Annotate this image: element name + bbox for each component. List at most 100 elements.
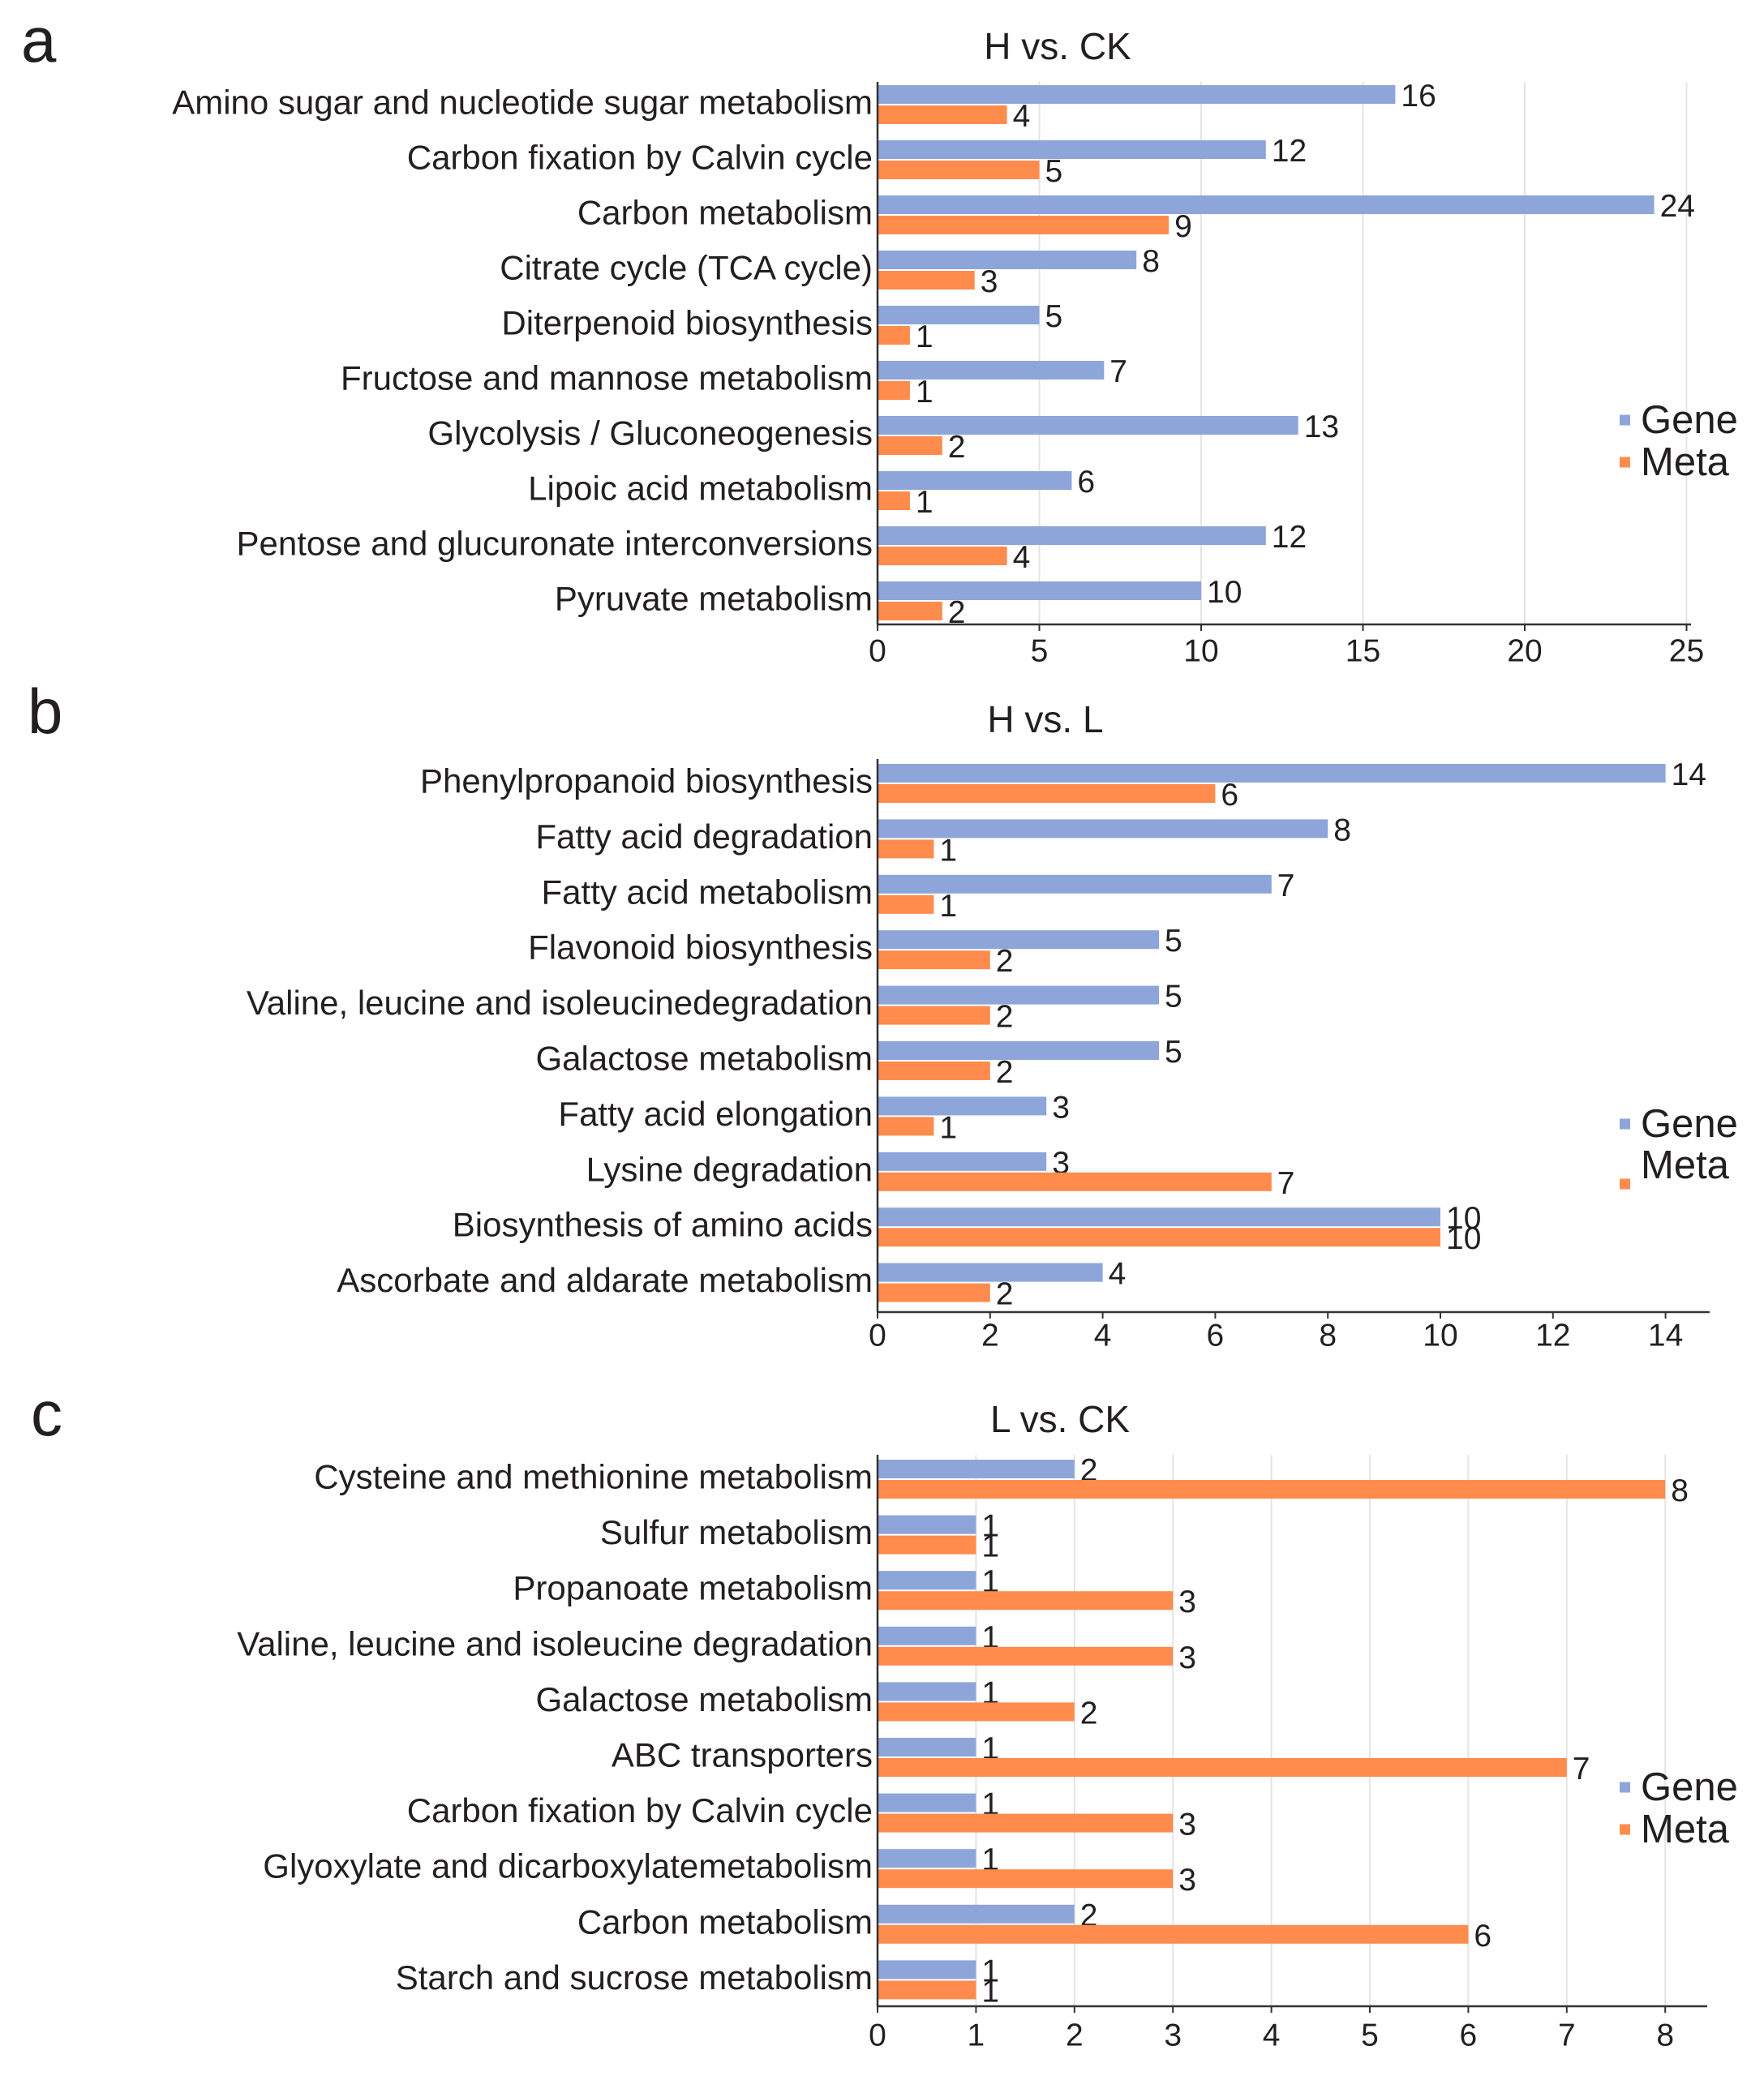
value-label-meta-c-8: 6 <box>1474 1919 1491 1954</box>
chart-panel-c: Cysteine and methionine metabolism 2 8 Sulf… <box>31 1378 1738 2053</box>
tick-label-b-1: 2 <box>981 1319 999 1353</box>
bar-gene-b-7 <box>878 1152 1047 1171</box>
tick-label-b-3: 6 <box>1207 1319 1225 1353</box>
chart-panel-a: Amino sugar and nucleotide sugar metabol… <box>21 4 1738 669</box>
category-label-b-5: Galactose metabolism <box>535 1040 873 1078</box>
value-label-meta-a-8: 4 <box>1013 540 1031 575</box>
legend-label-gene-c: Gene <box>1641 1765 1738 1809</box>
bar-meta-c-3 <box>878 1646 1174 1666</box>
bar-gene-b-4 <box>878 985 1159 1005</box>
value-label-meta-a-9: 2 <box>948 595 966 630</box>
category-label-b-3: Flavonoid biosynthesis <box>528 929 873 967</box>
value-label-meta-c-0: 8 <box>1671 1473 1689 1508</box>
category-label-b-1: Fatty acid degradation <box>535 817 873 856</box>
bar-meta-c-1 <box>878 1535 976 1555</box>
bar-gene-b-8 <box>878 1207 1440 1227</box>
category-label-c-0: Cysteine and methionine metabolism <box>314 1458 873 1496</box>
value-label-meta-b-2: 1 <box>939 889 957 924</box>
category-label-a-8: Pentose and glucuronate interconversions <box>236 525 873 563</box>
tick-label-a-1: 5 <box>1031 634 1049 669</box>
tick-label-c-6: 6 <box>1460 2018 1478 2053</box>
value-label-gene-c-7: 1 <box>981 1842 999 1877</box>
category-label-c-6: Carbon fixation by Calvin cycle <box>407 1791 873 1829</box>
value-label-meta-c-3: 3 <box>1178 1641 1196 1675</box>
tick-label-a-4: 20 <box>1507 634 1542 669</box>
value-label-gene-a-4: 5 <box>1045 299 1063 334</box>
bar-gene-b-1 <box>878 819 1328 839</box>
value-label-gene-a-6: 13 <box>1304 410 1339 444</box>
bar-meta-b-6 <box>878 1117 934 1136</box>
category-label-b-8: Biosynthesis of amino acids <box>453 1206 873 1244</box>
bar-gene-c-0 <box>878 1460 1075 1478</box>
value-label-gene-b-2: 7 <box>1277 869 1295 903</box>
bar-meta-b-9 <box>878 1283 990 1302</box>
legend-marker-gene-a <box>1620 414 1630 426</box>
bar-meta-a-5 <box>878 381 910 400</box>
category-label-b-2: Fatty acid metabolism <box>542 873 873 911</box>
bar-gene-a-7 <box>878 471 1072 490</box>
value-label-meta-c-4: 2 <box>1080 1696 1098 1731</box>
category-label-b-6: Fatty acid elongation <box>558 1095 873 1133</box>
value-label-gene-c-0: 2 <box>1080 1453 1098 1488</box>
value-label-meta-c-2: 3 <box>1178 1585 1196 1619</box>
bar-gene-c-6 <box>878 1793 976 1812</box>
bar-gene-c-2 <box>878 1571 976 1590</box>
value-label-gene-c-2: 1 <box>981 1564 999 1599</box>
tick-label-c-0: 0 <box>869 2018 886 2053</box>
category-label-a-0: Amino sugar and nucleotide sugar metabol… <box>172 84 873 122</box>
tick-label-a-2: 10 <box>1183 634 1218 669</box>
bar-gene-a-6 <box>878 416 1298 435</box>
category-label-b-4: Valine, leucine and isoleucinedegradatio… <box>247 984 873 1022</box>
chart-title-c: L vs. CK <box>990 1398 1130 1440</box>
category-label-a-5: Fructose and mannose metabolism <box>341 359 873 397</box>
category-label-c-7: Glyoxylate and dicarboxylatemetabolism <box>263 1847 873 1885</box>
value-label-meta-b-8: 10 <box>1446 1221 1481 1256</box>
bar-gene-c-1 <box>878 1515 976 1534</box>
value-label-gene-a-8: 12 <box>1272 520 1307 555</box>
panel-letter-c: c <box>31 1378 62 1449</box>
bar-gene-c-3 <box>878 1626 976 1645</box>
legend-label-gene-b: Gene <box>1641 1102 1738 1146</box>
bar-gene-a-4 <box>878 306 1040 324</box>
bar-meta-c-9 <box>878 1980 976 2000</box>
bar-meta-a-0 <box>878 105 1007 124</box>
category-label-a-6: Glycolysis / Gluconeogenesis <box>427 414 873 453</box>
tick-label-a-5: 25 <box>1669 634 1704 669</box>
legend-marker-meta-c <box>1620 1824 1630 1835</box>
value-label-meta-b-6: 1 <box>939 1110 957 1145</box>
category-label-b-7: Lysine degradation <box>586 1150 873 1188</box>
tick-label-a-3: 15 <box>1346 634 1380 669</box>
value-label-gene-b-6: 3 <box>1052 1090 1070 1125</box>
bar-gene-c-7 <box>878 1849 976 1868</box>
category-label-a-2: Carbon metabolism <box>577 194 873 232</box>
category-label-b-0: Phenylpropanoid biosynthesis <box>420 762 873 800</box>
value-label-meta-b-5: 2 <box>996 1055 1014 1090</box>
value-label-meta-b-0: 6 <box>1221 778 1238 813</box>
bar-meta-c-0 <box>878 1480 1666 1499</box>
legend-marker-meta-b <box>1620 1178 1630 1190</box>
tick-label-c-1: 1 <box>968 2018 985 2053</box>
value-label-meta-c-6: 3 <box>1178 1808 1196 1842</box>
panel-letter-b: b <box>28 676 62 747</box>
tick-label-a-0: 0 <box>869 634 886 669</box>
legend-marker-gene-c <box>1620 1782 1630 1793</box>
tick-label-c-3: 3 <box>1164 2018 1182 2053</box>
category-label-c-8: Carbon metabolism <box>577 1902 873 1941</box>
legend-label-meta-c: Meta <box>1641 1808 1730 1851</box>
bar-meta-a-7 <box>878 491 910 510</box>
bar-meta-c-4 <box>878 1702 1075 1722</box>
chart-title-a: H vs. CK <box>984 25 1131 67</box>
category-label-a-7: Lipoic acid metabolism <box>528 470 873 508</box>
bar-meta-c-6 <box>878 1813 1174 1833</box>
category-label-c-4: Galactose metabolism <box>535 1680 873 1718</box>
value-label-meta-a-1: 5 <box>1045 154 1063 189</box>
legend-marker-gene-b <box>1620 1118 1630 1130</box>
bar-gene-b-3 <box>878 930 1159 950</box>
tick-label-b-6: 12 <box>1535 1319 1570 1353</box>
bar-gene-a-1 <box>878 140 1266 159</box>
value-label-gene-a-5: 7 <box>1109 354 1127 389</box>
value-label-meta-c-1: 1 <box>981 1529 999 1564</box>
bar-gene-a-2 <box>878 195 1655 214</box>
